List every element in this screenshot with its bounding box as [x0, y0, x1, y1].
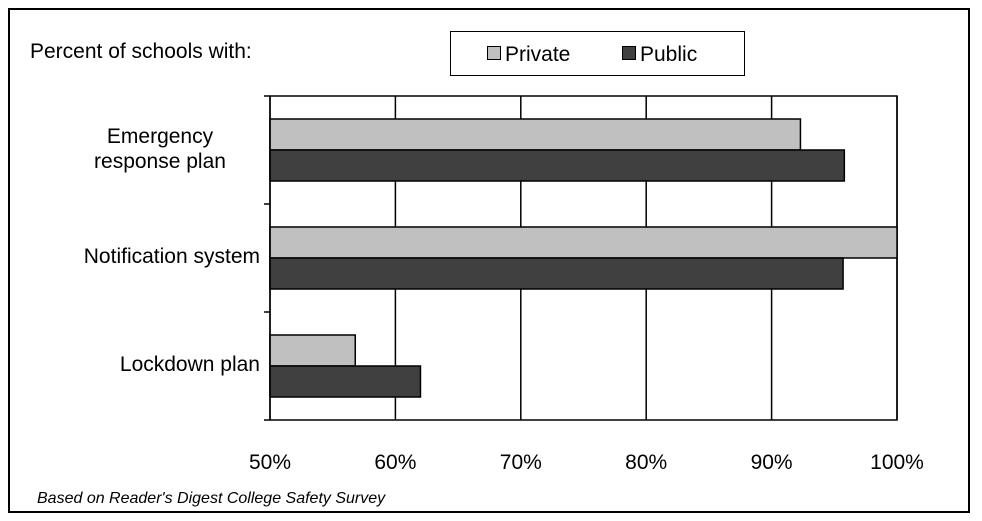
bar-public-2: [269, 365, 422, 398]
legend-swatch-private: [487, 46, 501, 60]
category-label-notification-system: Notification system: [20, 244, 260, 269]
legend-label-private: Private: [505, 43, 571, 66]
category-label-emergency-response-plan: Emergency response plan: [60, 124, 260, 174]
x-tick-label: 60%: [374, 451, 417, 474]
bar-private-0: [269, 118, 802, 151]
footnote: Based on Reader's Digest College Safety …: [37, 490, 386, 507]
bar-public-1: [269, 257, 844, 290]
bar-private-2: [269, 334, 357, 367]
category-label-line: Lockdown plan: [119, 353, 260, 376]
legend-item-private: Private: [487, 43, 570, 67]
legend-swatch-public: [622, 46, 636, 60]
x-tick-label: 50%: [248, 451, 292, 474]
chart-title: Percent of schools with:: [30, 40, 252, 63]
x-tick-label: 80%: [625, 451, 668, 474]
legend-item-public: Public: [622, 43, 697, 67]
legend-label-public: Public: [640, 43, 698, 66]
bar-private-1: [269, 226, 898, 259]
category-label-line: response plan: [94, 150, 226, 173]
bar-public-0: [269, 149, 846, 182]
bars: [269, 118, 898, 398]
x-tick-label: 70%: [499, 451, 542, 474]
axis-ticks: [264, 95, 270, 421]
category-label-line: Notification system: [83, 245, 260, 268]
category-label-line: Emergency: [106, 125, 214, 148]
x-tick-label: 100%: [870, 451, 924, 474]
legend: Private Public: [450, 31, 745, 76]
x-tick-label: 90%: [750, 451, 793, 474]
category-label-lockdown-plan: Lockdown plan: [40, 352, 260, 377]
